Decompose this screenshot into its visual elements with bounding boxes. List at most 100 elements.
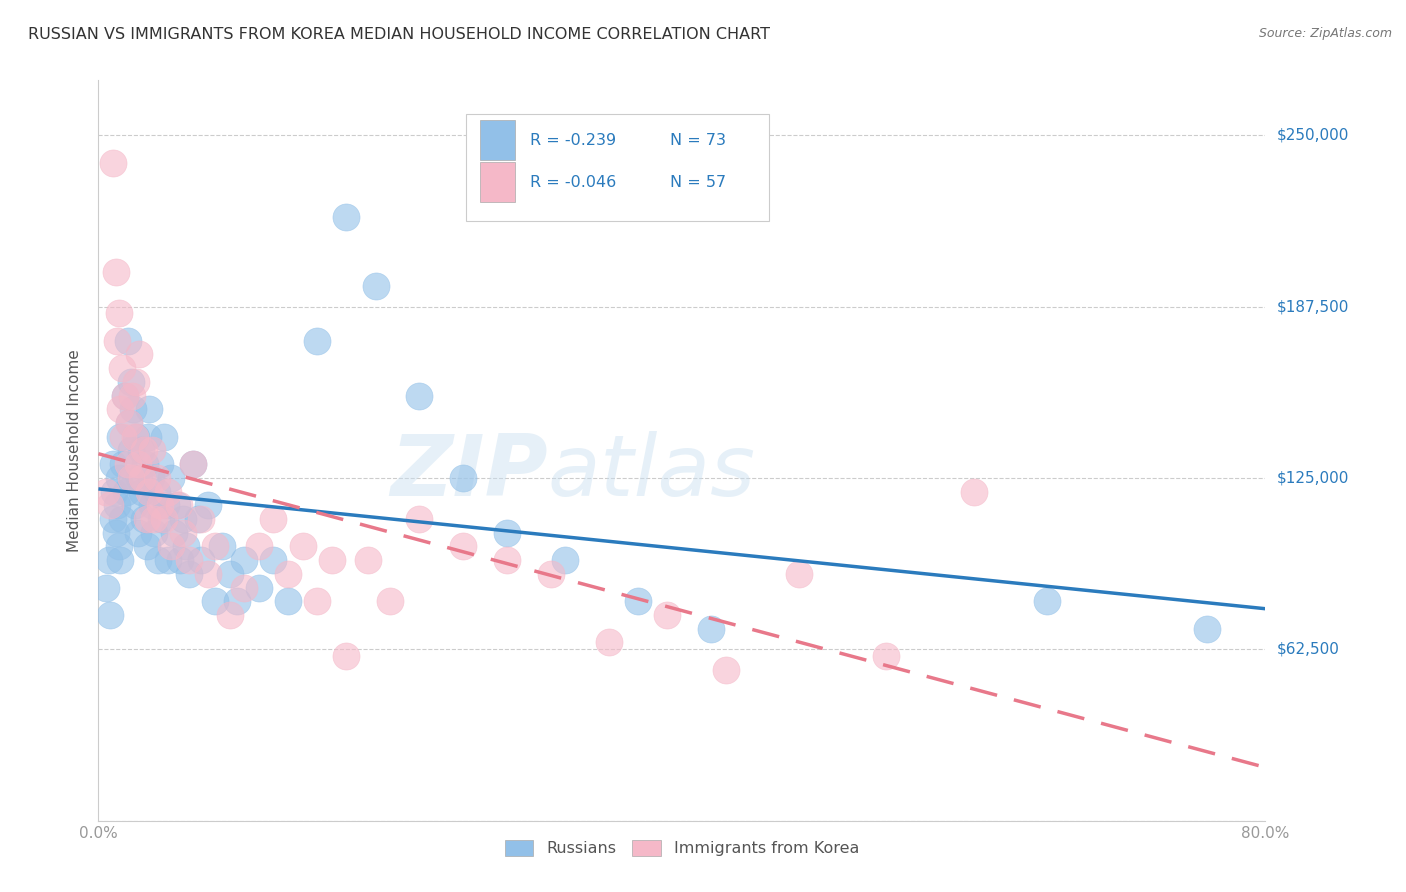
Point [451, 540, 474, 554]
Point [101, 457, 124, 471]
Point [128, 347, 150, 361]
Point [114, 389, 136, 403]
Point [131, 471, 153, 485]
Point [101, 512, 124, 526]
Point [211, 540, 233, 554]
Point [124, 430, 146, 444]
Point [218, 566, 240, 581]
Point [451, 471, 474, 485]
Point [321, 553, 343, 567]
Point [181, 457, 204, 471]
Point [136, 430, 159, 444]
Point [598, 635, 620, 649]
Point [141, 443, 163, 458]
Point [157, 484, 180, 499]
Point [962, 484, 984, 499]
Point [129, 443, 152, 458]
Bar [479, 161, 515, 202]
Point [97, 553, 120, 567]
Point [108, 471, 131, 485]
Point [98, 607, 121, 622]
Point [101, 155, 124, 169]
Point [157, 553, 180, 567]
Point [135, 540, 157, 554]
Point [291, 540, 314, 554]
Point [120, 443, 142, 458]
Point [357, 553, 380, 567]
Point [540, 566, 562, 581]
Point [135, 512, 157, 526]
Point [110, 553, 132, 567]
Point [127, 525, 149, 540]
Point [138, 402, 160, 417]
Point [120, 375, 142, 389]
Point [108, 540, 131, 554]
Text: $125,000: $125,000 [1277, 470, 1348, 485]
Point [153, 430, 176, 444]
Bar [479, 120, 515, 161]
Point [125, 375, 148, 389]
Point [1035, 594, 1057, 608]
Point [122, 402, 145, 417]
Point [169, 553, 191, 567]
Point [262, 512, 284, 526]
Text: RUSSIAN VS IMMIGRANTS FROM KOREA MEDIAN HOUSEHOLD INCOME CORRELATION CHART: RUSSIAN VS IMMIGRANTS FROM KOREA MEDIAN … [28, 27, 770, 42]
Y-axis label: Median Household Income: Median Household Income [67, 349, 83, 552]
Point [128, 471, 150, 485]
Point [408, 389, 430, 403]
Point [114, 389, 136, 403]
Point [163, 525, 186, 540]
Text: R = -0.239: R = -0.239 [530, 133, 616, 148]
Point [247, 540, 270, 554]
Point [125, 430, 148, 444]
Point [554, 553, 576, 567]
Point [105, 334, 128, 348]
Point [875, 649, 897, 664]
Point [714, 663, 737, 677]
Point [177, 566, 200, 581]
Point [98, 498, 121, 512]
Point [108, 306, 131, 320]
Point [172, 512, 194, 526]
Point [190, 553, 212, 567]
Text: $250,000: $250,000 [1277, 128, 1348, 143]
Point [141, 498, 163, 512]
Point [233, 581, 256, 595]
Point [132, 443, 155, 458]
Point [127, 457, 149, 471]
Point [124, 498, 146, 512]
Point [496, 525, 519, 540]
Point [277, 566, 299, 581]
Point [94, 484, 117, 499]
Point [197, 566, 219, 581]
Point [105, 498, 128, 512]
Point [115, 484, 138, 499]
Point [190, 512, 212, 526]
Point [627, 594, 650, 608]
Point [204, 540, 226, 554]
Point [262, 553, 284, 567]
FancyBboxPatch shape [465, 113, 769, 221]
Point [335, 211, 357, 225]
Point [1195, 622, 1218, 636]
Point [112, 457, 135, 471]
Text: $187,500: $187,500 [1277, 299, 1348, 314]
Point [138, 484, 160, 499]
Text: Source: ZipAtlas.com: Source: ZipAtlas.com [1258, 27, 1392, 40]
Point [112, 430, 135, 444]
Point [142, 512, 165, 526]
Point [277, 594, 299, 608]
Point [700, 622, 723, 636]
Point [131, 484, 153, 499]
Text: ZIP: ZIP [389, 431, 548, 514]
Point [146, 471, 169, 485]
Text: atlas: atlas [548, 431, 755, 514]
Point [247, 581, 270, 595]
Point [167, 498, 190, 512]
Point [94, 581, 117, 595]
Point [120, 471, 142, 485]
Point [111, 361, 134, 376]
Point [139, 471, 162, 485]
Point [142, 525, 165, 540]
Point [174, 540, 197, 554]
